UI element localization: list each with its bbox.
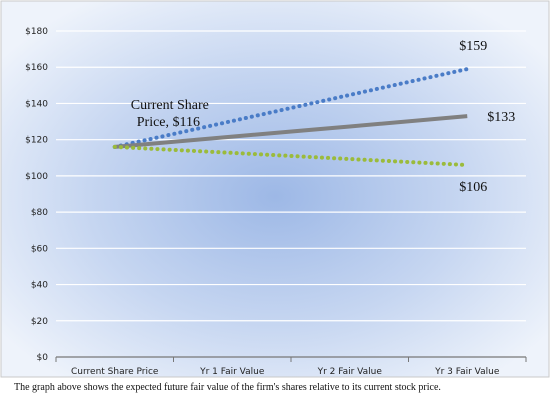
y-tick-label: $60 (31, 244, 48, 254)
x-tick-label: Yr 2 Fair Value (317, 367, 383, 377)
y-tick-label: $20 (31, 317, 48, 327)
chart: $0 $20 $40 $60 $80 $100 $120 $140 $160 $180 Curren… (0, 0, 550, 378)
x-tick-label: Yr 1 Fair Value (199, 367, 265, 377)
high-value-label: $159 (459, 39, 487, 54)
current-price-label-line1: Current Share (131, 98, 209, 113)
high-estimate-line (112, 67, 470, 149)
base-value-label: $133 (487, 110, 515, 125)
y-tick-label: $40 (31, 281, 48, 291)
y-tick-label: $140 (25, 99, 48, 109)
low-estimate-line (112, 144, 470, 168)
chart-svg: $0 $20 $40 $60 $80 $100 $120 $140 $160 $180 Curren… (0, 0, 550, 378)
y-tick-label: $100 (25, 172, 48, 182)
y-tick-label: $120 (25, 136, 48, 146)
y-tick-label: $160 (25, 63, 48, 73)
y-tick-label: $80 (31, 208, 48, 218)
chart-caption: The graph above shows the expected futur… (14, 382, 441, 393)
base-estimate-line (114, 114, 468, 149)
current-price-label-line2: Price, $116 (137, 115, 200, 130)
x-tick-label: Current Share Price (71, 367, 159, 377)
y-tick-label: $0 (37, 353, 49, 363)
low-value-label: $106 (459, 180, 487, 195)
chart-background (0, 0, 550, 378)
y-tick-label: $180 (25, 27, 48, 37)
x-tick-label: Yr 3 Fair Value (434, 367, 500, 377)
